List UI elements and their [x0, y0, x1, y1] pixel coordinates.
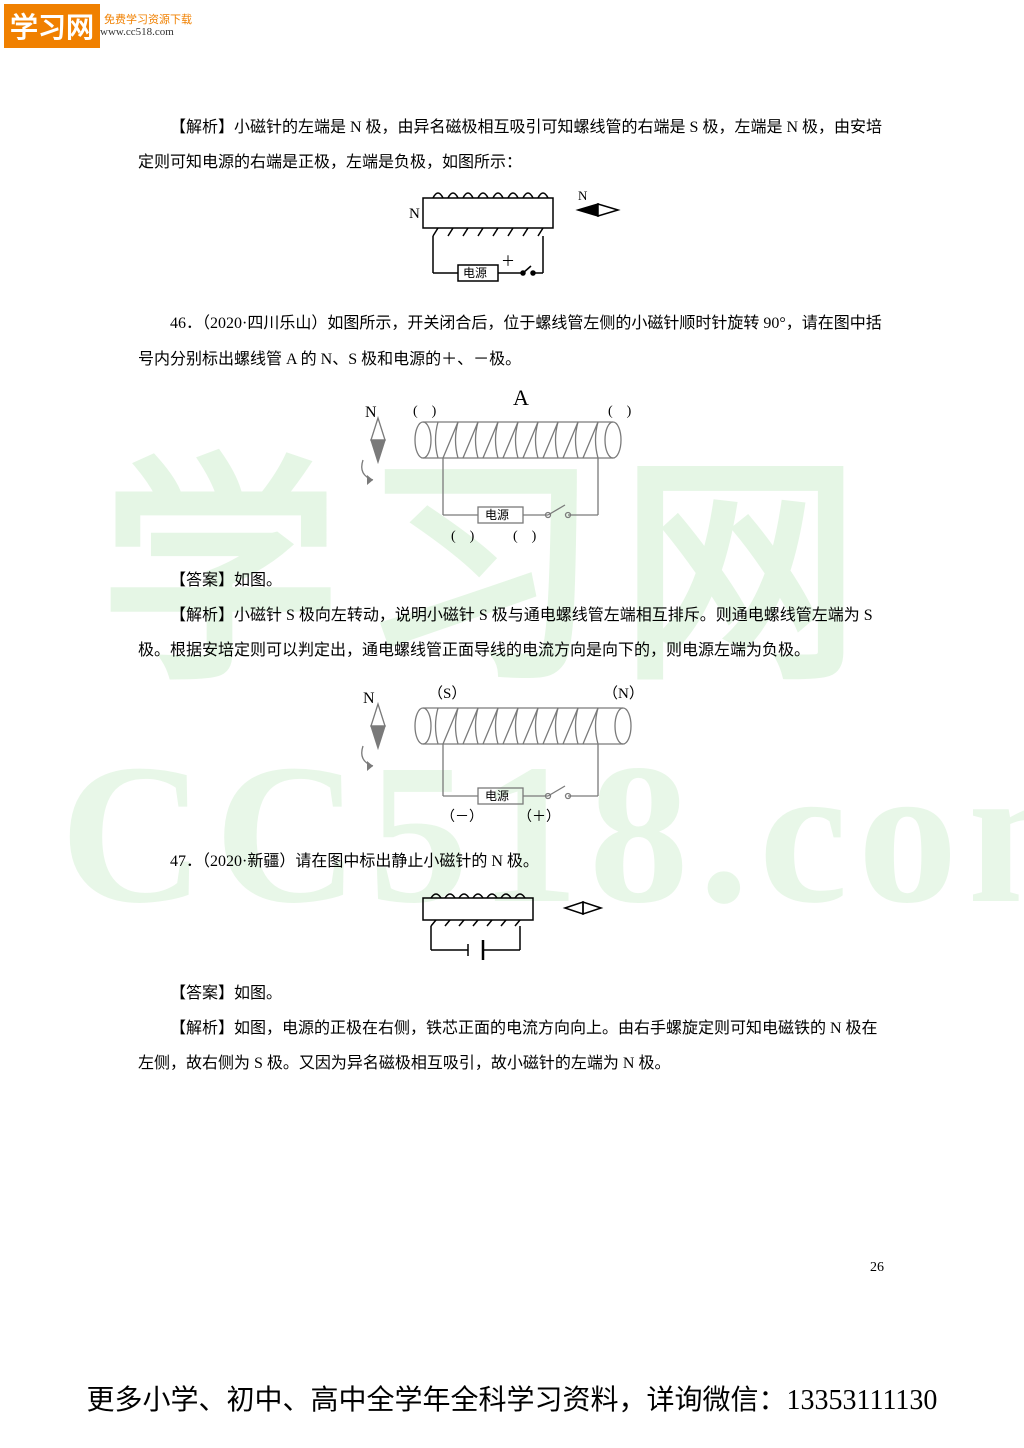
d2-A: A: [513, 385, 529, 410]
document-body: 【解析】小磁针的左端是 N 极，由异名磁极相互吸引可知螺线管的右端是 S 极，左…: [138, 110, 888, 1081]
analysis-p1: 【解析】小磁针的左端是 N 极，由异名磁极相互吸引可知螺线管的右端是 S 极，左…: [138, 110, 888, 180]
d2-br4: ( ): [513, 529, 537, 544]
d3-minus: （－）: [441, 809, 483, 825]
d3-N: N: [363, 690, 375, 707]
answer-46: 【答案】如图。: [138, 563, 888, 598]
d1-plus: ＋: [501, 255, 515, 270]
d1-left-N: N: [409, 206, 420, 222]
footer-text: 更多小学、初中、高中全学年全科学习资料，详询微信：13353111130: [0, 1378, 1024, 1418]
logo-name: 学习网: [4, 4, 100, 48]
explain-47: 【解析】如图，电源的正极在右侧，铁芯正面的电流方向向上。由右手螺旋定则可知电磁铁…: [138, 1011, 888, 1081]
d3-plus: （＋）: [518, 809, 560, 825]
d3-Nr: （N）: [603, 685, 644, 702]
question-47: 47．（2020·新疆）请在图中标出静止小磁针的 N 极。: [138, 844, 888, 879]
site-logo: 学习网 免费学习资源下载 www.cc518.com: [4, 4, 192, 48]
d2-br3: ( ): [451, 529, 475, 544]
logo-subtitle: 免费学习资源下载: [104, 14, 192, 26]
d2-br2: ( ): [608, 404, 632, 419]
d3-power: 电源: [485, 789, 509, 803]
d2-power: 电源: [485, 508, 509, 522]
diagram-2: N A ( ) ( ) 电源 ( ) ( ): [138, 385, 888, 555]
d1-right-N: N: [578, 188, 588, 203]
explain-46: 【解析】小磁针 S 极向左转动，说明小磁针 S 极与通电螺线管左端相互排斥。则通…: [138, 598, 888, 668]
diagram-3: N （S） （N） 电源 （－） （＋）: [138, 676, 888, 836]
page-number: 26: [870, 1260, 884, 1276]
logo-url: www.cc518.com: [100, 26, 192, 38]
d3-S: （S）: [428, 685, 466, 702]
d1-power: 电源: [463, 266, 487, 280]
d2-N: N: [365, 404, 377, 421]
answer-47: 【答案】如图。: [138, 976, 888, 1011]
d2-br1: ( ): [413, 404, 437, 419]
diagram-4: [138, 888, 888, 968]
question-46: 46．（2020·四川乐山）如图所示，开关闭合后，位于螺线管左侧的小磁针顺时针旋…: [138, 306, 888, 376]
diagram-1: N N 电源 ＋: [138, 188, 888, 298]
